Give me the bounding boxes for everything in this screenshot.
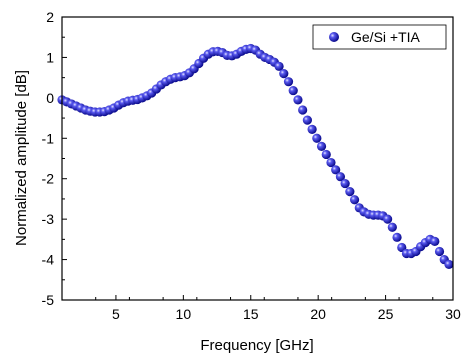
data-point	[387, 222, 397, 232]
legend: Ge/Si +TIA	[312, 24, 447, 50]
data-point	[274, 61, 284, 71]
data-point	[434, 246, 445, 257]
y-tick-label: -1	[42, 130, 55, 146]
data-point	[383, 214, 393, 224]
data-point	[298, 105, 308, 115]
data-point	[321, 149, 331, 160]
data-point	[283, 77, 294, 87]
data-point	[312, 133, 322, 143]
x-tick-label: 20	[310, 306, 326, 322]
data-point	[349, 195, 360, 205]
x-axis-title: Frequency [GHz]	[200, 337, 313, 354]
y-tick-label: -2	[42, 171, 55, 187]
data-point	[331, 165, 341, 175]
data-point	[444, 259, 454, 270]
marker-layer	[57, 43, 454, 270]
y-tick-label: -3	[42, 211, 55, 227]
y-tick-label: 0	[46, 90, 54, 106]
data-point	[316, 141, 327, 151]
legend-marker	[329, 32, 339, 42]
x-tick-label: 30	[445, 306, 461, 322]
x-tick-label: 15	[243, 306, 259, 322]
data-point	[335, 172, 346, 182]
legend-label: Ge/Si +TIA	[351, 29, 421, 45]
y-tick-label: 2	[46, 9, 54, 25]
data-point	[302, 115, 312, 125]
data-point	[340, 178, 350, 189]
data-point	[345, 187, 355, 197]
x-tick-label: 5	[112, 306, 120, 322]
data-point	[430, 236, 440, 246]
plot-frame	[61, 16, 454, 301]
data-point	[392, 232, 402, 242]
data-point	[288, 85, 298, 96]
y-tick-label: -4	[42, 252, 55, 268]
tick-layer: 5 10 15 20 25 30 -5 -4 -3 -2 -1 0 1 2	[42, 9, 461, 322]
data-point	[307, 124, 317, 134]
data-point	[293, 95, 303, 105]
x-tick-label: 10	[176, 306, 192, 322]
y-axis-title: Normalized amplitude [dB]	[13, 70, 30, 246]
data-point	[279, 69, 289, 79]
x-tick-label: 25	[378, 306, 394, 322]
data-point	[326, 157, 336, 168]
y-tick-label: 1	[46, 49, 54, 65]
y-tick-label: -5	[42, 292, 55, 308]
